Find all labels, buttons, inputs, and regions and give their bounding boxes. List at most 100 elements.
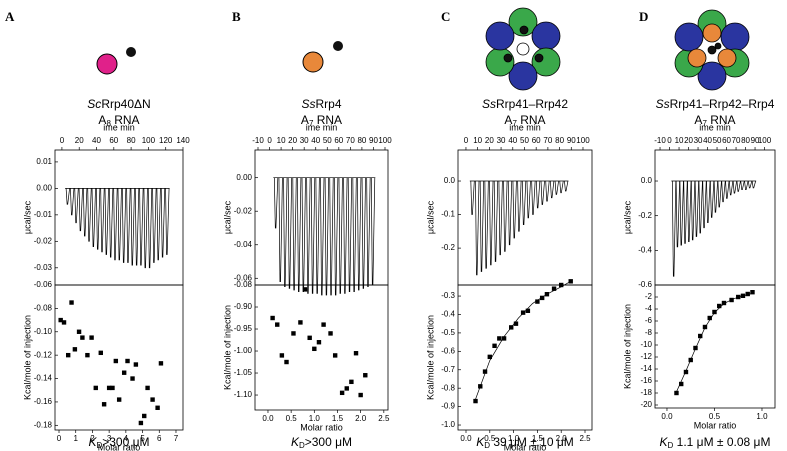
data-point <box>513 321 519 326</box>
injection-peak <box>352 177 357 293</box>
injection-peak <box>698 181 703 234</box>
rna-label: A7 RNA <box>504 113 545 128</box>
x-tick-label: 0 <box>57 434 62 443</box>
data-point <box>312 346 317 352</box>
y-tick-label: -0.06 <box>234 273 253 282</box>
kd-text: 39 μM ± 10 μM <box>490 435 574 449</box>
x-axis-label: ime min <box>699 122 731 132</box>
injection-peak <box>334 177 339 296</box>
injection-peak <box>732 180 737 194</box>
injection-peak <box>91 188 96 247</box>
x-tick-label: 50 <box>520 136 529 145</box>
x-tick-label: 80 <box>357 136 366 145</box>
x-tick-label: 40 <box>508 136 517 145</box>
x-tick-label: 0 <box>267 136 272 145</box>
x-tick-label: 80 <box>741 136 750 145</box>
kd-text: 1.1 μM ± 0.08 μM <box>673 435 770 449</box>
y-tick-label: -0.8 <box>441 383 455 392</box>
x-tick-label: 10 <box>277 136 286 145</box>
injection-peak <box>366 177 371 288</box>
injection-peak <box>152 188 157 263</box>
y-tick-label: -6 <box>645 316 653 325</box>
injection-peak <box>297 177 302 293</box>
injection-peak <box>83 188 88 237</box>
x-tick-label: 0.5 <box>286 414 298 423</box>
data-point <box>98 350 103 356</box>
data-point <box>568 279 573 284</box>
injection-peak <box>521 181 527 225</box>
rna-text: RNA <box>707 113 736 127</box>
injection-peak <box>65 188 70 205</box>
data-point <box>328 331 333 336</box>
data-point <box>544 292 550 297</box>
x-tick-label: 100 <box>142 136 156 145</box>
injection-peak <box>706 181 711 223</box>
data-point <box>133 362 139 367</box>
injection-peak <box>310 177 316 294</box>
data-point <box>487 354 492 360</box>
injection-peak <box>130 188 135 266</box>
protein-species: Ss <box>301 97 315 111</box>
data-point <box>497 336 502 341</box>
injection-peak <box>273 177 279 229</box>
kd-sub: D <box>668 441 674 450</box>
y-tick-label: -0.3 <box>441 291 455 300</box>
rna-sub: 7 <box>702 119 707 128</box>
data-point <box>138 420 144 426</box>
cartoon-c <box>485 7 561 91</box>
injection-peak <box>370 177 376 286</box>
data-point <box>76 329 82 334</box>
rna-label: A8 RNA <box>98 113 139 128</box>
x-tick-label: -10 <box>252 136 264 145</box>
x-tick-label: -10 <box>654 136 666 145</box>
data-point <box>559 282 564 288</box>
injection-peak <box>675 181 680 248</box>
rna-label: A7 RNA <box>694 113 735 128</box>
x-tick-label: 1.0 <box>508 434 520 443</box>
injection-peak <box>306 177 311 294</box>
x-tick-label: 50 <box>323 136 332 145</box>
y-tick-label: -12 <box>640 352 652 361</box>
y-tick-label: -0.1 <box>441 210 455 219</box>
panel-letter: D <box>639 9 648 24</box>
x-tick-label: 100 <box>576 136 590 145</box>
data-point <box>358 392 363 398</box>
injection-peak <box>147 188 153 269</box>
y-tick-label: -16 <box>640 376 652 385</box>
y-axis-label: Kcal/mole of injection <box>425 315 435 400</box>
injection-peak <box>301 177 306 293</box>
cartoon-d <box>674 9 750 91</box>
x-tick-label: 70 <box>732 136 741 145</box>
data-point <box>72 347 78 352</box>
rna-text: RNA <box>111 113 140 127</box>
injection-peak <box>683 181 688 244</box>
data-point <box>69 300 74 305</box>
injection-peak <box>744 180 749 191</box>
data-point <box>344 386 349 391</box>
injection-peak <box>702 181 707 229</box>
injection-peak <box>564 180 569 192</box>
kd-text: >300 μM <box>305 435 352 449</box>
injection-peak <box>690 181 696 241</box>
injection-peak <box>287 177 293 289</box>
y-tick-label: -0.6 <box>638 280 652 289</box>
data-point <box>284 359 289 365</box>
injection-peak <box>143 188 148 269</box>
data-point <box>93 385 98 391</box>
y-tick-label: -18 <box>640 388 652 397</box>
rna-base: A <box>694 113 702 127</box>
x-tick-label: 30 <box>300 136 309 145</box>
x-tick-label: 20 <box>485 136 494 145</box>
x-tick-label: 140 <box>176 136 190 145</box>
x-tick-label: 2.0 <box>355 414 367 423</box>
injection-peak <box>96 188 101 250</box>
y-tick-label: -8 <box>645 328 653 337</box>
data-point <box>736 294 741 300</box>
data-point <box>525 308 531 313</box>
x-tick-label: 2.5 <box>378 414 390 423</box>
data-point <box>89 335 94 340</box>
x-tick-label: 10 <box>473 136 482 145</box>
y-tick-label: 0.00 <box>236 173 252 182</box>
data-point <box>501 336 507 341</box>
y-axis-label: Kcal/mole of injection <box>622 304 632 389</box>
